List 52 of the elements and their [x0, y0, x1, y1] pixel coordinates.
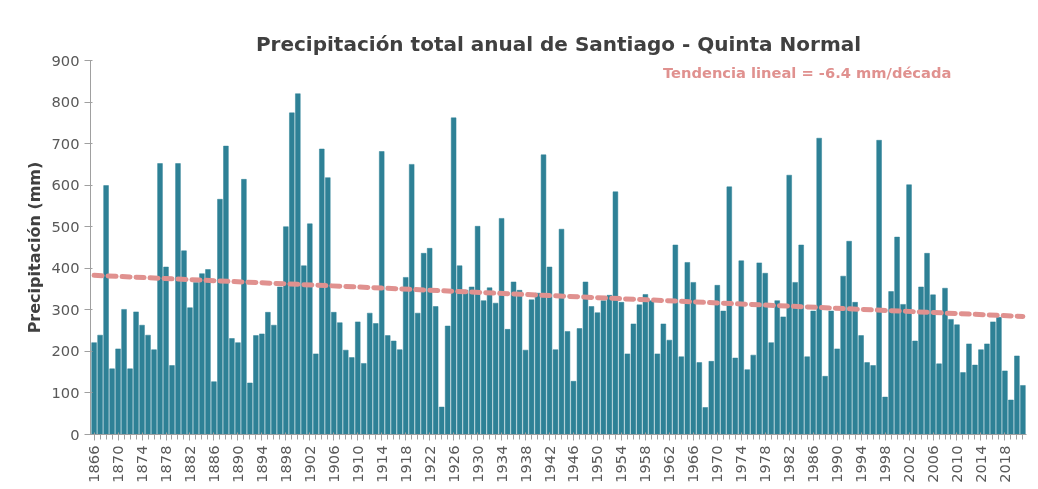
x-tick-label: 1938 — [516, 445, 534, 483]
x-tick-label: 1990 — [828, 445, 846, 483]
x-tick-label: 1954 — [612, 445, 630, 483]
x-tick-label: 1910 — [348, 445, 366, 483]
x-tick-label: 1946 — [564, 445, 582, 483]
y-tick-label: 0 — [70, 425, 80, 443]
x-tick-label: 1974 — [732, 445, 750, 483]
y-tick-label: 100 — [51, 383, 80, 401]
x-tick-label: 1986 — [804, 445, 822, 483]
y-tick-label: 900 — [51, 51, 80, 69]
x-tick-label: 2002 — [900, 445, 918, 483]
x-tick-label: 1978 — [756, 445, 774, 483]
x-tick-label: 1890 — [228, 445, 246, 483]
x-tick-label: 1950 — [588, 445, 606, 483]
x-tick-label: 2018 — [995, 445, 1013, 483]
x-tick-label: 2010 — [947, 445, 965, 483]
x-tick-label: 1898 — [276, 445, 294, 483]
x-tick-label: 1934 — [492, 445, 510, 483]
y-tick-label: 400 — [51, 259, 80, 277]
x-tick-label: 1914 — [372, 445, 390, 483]
x-tick-label: 1918 — [396, 445, 414, 483]
y-axis-title: Precipitación (mm) — [24, 161, 44, 334]
x-tick-label: 1906 — [324, 445, 342, 483]
x-tick-label: 1870 — [109, 445, 127, 483]
x-tick-label: 1902 — [300, 445, 318, 483]
x-tick-label: 1966 — [684, 445, 702, 483]
y-tick-label: 300 — [51, 300, 80, 318]
x-tick-label: 1926 — [444, 445, 462, 483]
x-tick-label: 1882 — [180, 445, 198, 483]
x-tick-label: 1962 — [660, 445, 678, 483]
x-tick-label: 1878 — [157, 445, 174, 483]
y-tick-label: 800 — [51, 93, 80, 111]
chart-title: Precipitación total anual de Santiago - Quinta Normal — [255, 31, 862, 56]
x-tick-label: 1886 — [204, 445, 222, 483]
x-tick-label: 1866 — [85, 445, 103, 483]
x-tick-label: 1930 — [468, 445, 486, 483]
x-tick-label: 1982 — [780, 445, 798, 483]
x-tick-label: 2006 — [924, 445, 942, 483]
x-tick-label: 1970 — [708, 445, 726, 483]
x-tick-label: 1998 — [876, 445, 894, 483]
y-tick-label: 700 — [51, 134, 80, 152]
x-tick-label: 1894 — [252, 445, 270, 483]
x-tick-label: 1942 — [540, 445, 558, 483]
text: Tendencia lineal = -6.4 mm/década — [663, 64, 952, 82]
y-tick-label: 500 — [51, 217, 80, 235]
x-tick-label: 1922 — [420, 445, 438, 483]
y-tick-label: 600 — [51, 176, 80, 194]
x-tick-label: 1874 — [133, 445, 151, 483]
x-tick-label: 2014 — [971, 445, 989, 483]
y-tick-label: 200 — [51, 342, 80, 360]
x-tick-label: 1958 — [636, 445, 654, 483]
x-tick-label: 1994 — [852, 445, 870, 483]
